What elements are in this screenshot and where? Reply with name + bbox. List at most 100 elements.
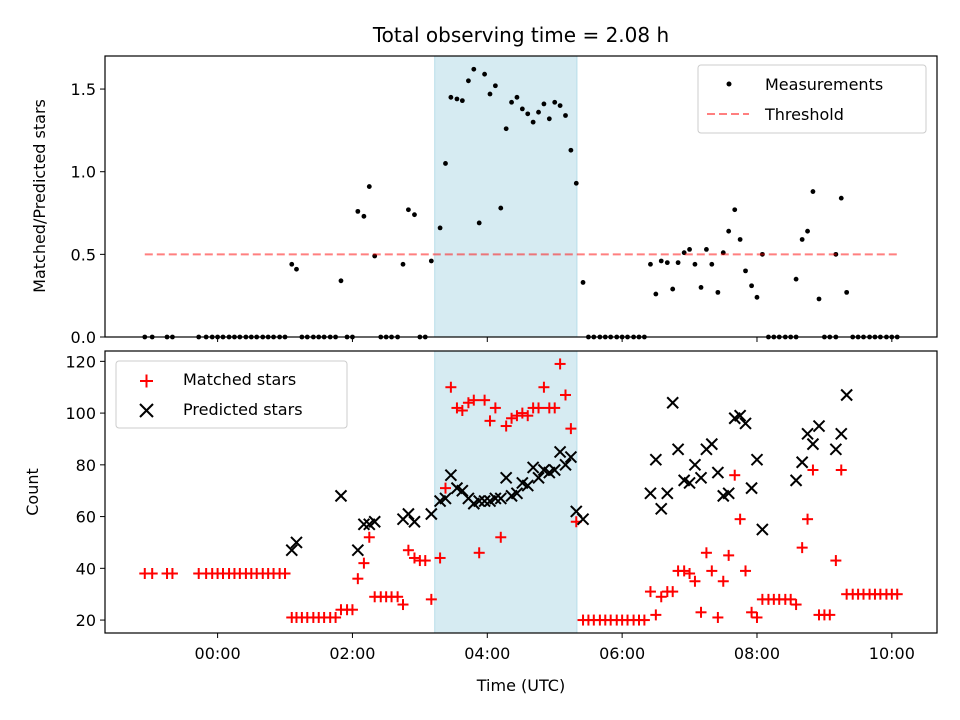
predicted-stars-point [444,468,458,482]
measurements-point [454,96,460,102]
measurements-point [653,291,659,297]
matched-stars-point [408,552,420,564]
predicted-stars-point [806,437,820,451]
matched-stars-point [397,599,409,611]
measurements-point [805,228,810,234]
matched-stars-point [891,588,903,600]
matched-stars-point [533,402,545,414]
matched-stars-point [146,567,158,579]
measurements-point [715,289,721,295]
measurements-point [546,116,552,122]
matched-stars-point [402,544,414,556]
matched-stars-point [684,567,696,579]
matched-stars-point [796,542,808,554]
count-xtick-label: 08:00 [734,644,780,663]
measurements-point [355,208,361,214]
matched-stars-point [468,394,480,406]
matched-stars-point [549,402,561,414]
predicted-stars-point [750,453,764,466]
predicted-stars-point [494,492,507,505]
matched-stars-point [166,567,178,579]
predicted-stars-point [290,536,303,549]
predicted-stars-point [655,502,668,516]
count-ytick-label: 60 [76,508,96,527]
matched-stars-point [425,593,437,605]
predicted-stars-point [835,427,848,440]
matched-stars-point [462,397,474,409]
measurements-point [400,261,406,267]
predicted-stars-point [510,487,524,500]
matched-stars-point [419,555,431,567]
ratio-ytick-label: 0.0 [71,328,96,347]
count-subplot: 20 40 60 80 100 120 00:00 02:00 04:00 06:00 08:00 1… [23,350,938,695]
matched-stars-point [279,567,291,579]
matched-stars-point [790,599,802,611]
matched-stars-point [516,407,528,419]
predicted-stars-point [661,487,674,500]
matched-stars-point [392,591,404,603]
matched-stars-point [346,604,358,616]
matched-stars-point [495,531,507,543]
measurements-point [366,184,372,189]
measurements-point [816,296,822,302]
count-highlight-span [434,350,578,634]
count-xtick-label: 00:00 [195,644,241,663]
measurements-point [412,212,417,218]
measurements-point [692,261,698,267]
measurements-point [709,261,715,267]
matched-stars-point [559,389,571,401]
matched-stars-point [700,547,712,559]
predicted-stars-point [694,471,708,484]
matched-stars-point [729,469,741,481]
predicted-stars-point [368,515,381,528]
matched-stars-point [734,513,746,525]
predicted-stars-point [722,487,735,500]
figure-title: Total observing time = 2.08 h [372,23,669,47]
measurements-point [471,66,477,72]
count-plot-frame [104,350,938,634]
measurements-point [289,261,295,267]
predicted-stars-point [795,456,809,469]
measurements-point [726,228,732,234]
measurements-point [361,213,367,219]
count-ytick-label: 40 [76,559,96,578]
count-ytick-label: 120 [65,352,96,371]
measurements-point [749,283,754,289]
count-xtick-label: 10:00 [869,644,915,663]
matched-stars-point [830,555,842,567]
measurements-point [476,220,482,226]
measurements-point [563,113,568,118]
matched-stars-point [522,410,534,422]
measurements-point [737,237,743,242]
matched-stars-point [712,611,724,623]
matched-stars-point [352,573,364,585]
matched-stars-point [479,394,491,406]
legend-predicted-label: Predicted stars [183,400,303,419]
predicted-stars-point [357,518,371,531]
count-y-axis-label: Count [23,468,42,516]
matched-stars-point [706,565,718,577]
matched-stars-point [751,611,763,623]
matched-stars-point [689,575,701,587]
measurements-point [530,119,536,125]
measurements-point [492,83,498,89]
predicted-stars-point [683,476,696,490]
measurements-point [338,278,344,284]
predicted-stars-point [351,544,365,557]
predicted-stars-point [553,445,567,459]
predicted-stars-point [733,409,747,422]
predicted-stars-point [489,492,502,505]
measurements-point [541,101,547,107]
matched-stars-point [565,423,577,435]
matched-stars-point [538,381,550,393]
legend-measurements-marker [726,81,732,87]
ratio-y-axis-label: Matched/Predicted stars [30,99,49,293]
legend-measurements-label: Measurements [765,75,883,94]
ratio-ytick-label: 0.5 [71,245,96,264]
predicted-stars-point [456,484,469,497]
measurements-point [509,99,514,105]
count-ytick-label: 20 [76,611,96,630]
matched-stars-point [358,557,370,569]
measurements-point [443,161,448,166]
measurements-point [658,258,664,264]
